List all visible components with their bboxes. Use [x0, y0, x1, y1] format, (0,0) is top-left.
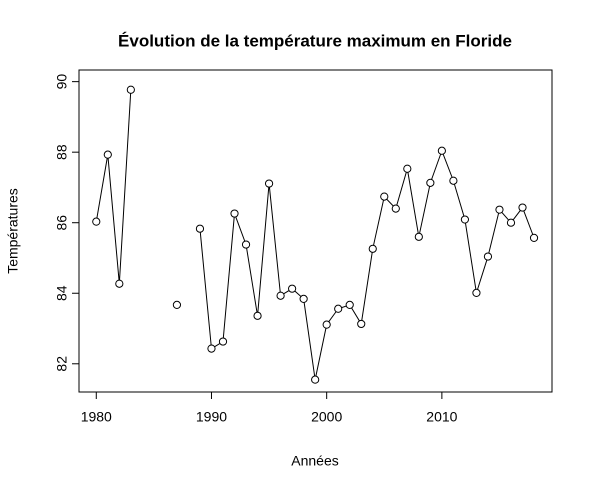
data-point — [368, 244, 377, 253]
data-point — [207, 344, 216, 353]
x-axis-label: Années — [291, 453, 338, 469]
data-point — [357, 319, 366, 329]
x-tick-label: 1990 — [196, 409, 227, 425]
data-point — [334, 304, 343, 313]
data-point — [529, 233, 539, 242]
y-tick-label: 90 — [54, 74, 70, 90]
data-point — [322, 320, 331, 329]
y-tick-label: 84 — [54, 285, 70, 301]
data-point — [253, 311, 262, 320]
series-line — [95, 89, 535, 380]
data-point — [506, 218, 516, 227]
data-point — [483, 252, 493, 261]
x-tick-label: 2000 — [311, 409, 342, 425]
data-point — [126, 85, 135, 94]
data-point — [449, 176, 458, 185]
data-point — [299, 294, 308, 303]
data-point — [345, 300, 354, 309]
data-point — [518, 203, 527, 212]
chart-title: Évolution de la température maximum en F… — [118, 31, 512, 50]
data-point — [241, 240, 251, 249]
y-tick-label: 86 — [54, 215, 70, 231]
data-point — [403, 164, 412, 173]
plot-frame — [78, 69, 553, 393]
data-point — [391, 204, 400, 213]
data-point — [495, 205, 504, 214]
data-point — [264, 179, 274, 188]
data-point — [115, 279, 124, 288]
data-point — [460, 215, 470, 224]
data-point — [92, 217, 101, 226]
data-point — [426, 178, 435, 187]
data-point — [195, 224, 205, 233]
data-point — [172, 300, 182, 309]
data-point — [103, 150, 112, 159]
y-tick-label: 88 — [54, 144, 70, 160]
x-tick-label: 2010 — [426, 409, 457, 425]
data-point — [218, 337, 228, 346]
y-tick-label: 82 — [54, 356, 70, 372]
data-point — [414, 232, 423, 241]
data-point — [437, 146, 446, 155]
x-tick-label: 1980 — [81, 409, 112, 425]
data-point — [311, 375, 320, 384]
y-axis-label: Températures — [5, 188, 21, 274]
data-point — [380, 192, 389, 201]
data-point — [230, 209, 239, 218]
data-point — [288, 284, 297, 293]
data-point — [472, 288, 481, 297]
data-point — [276, 291, 285, 300]
